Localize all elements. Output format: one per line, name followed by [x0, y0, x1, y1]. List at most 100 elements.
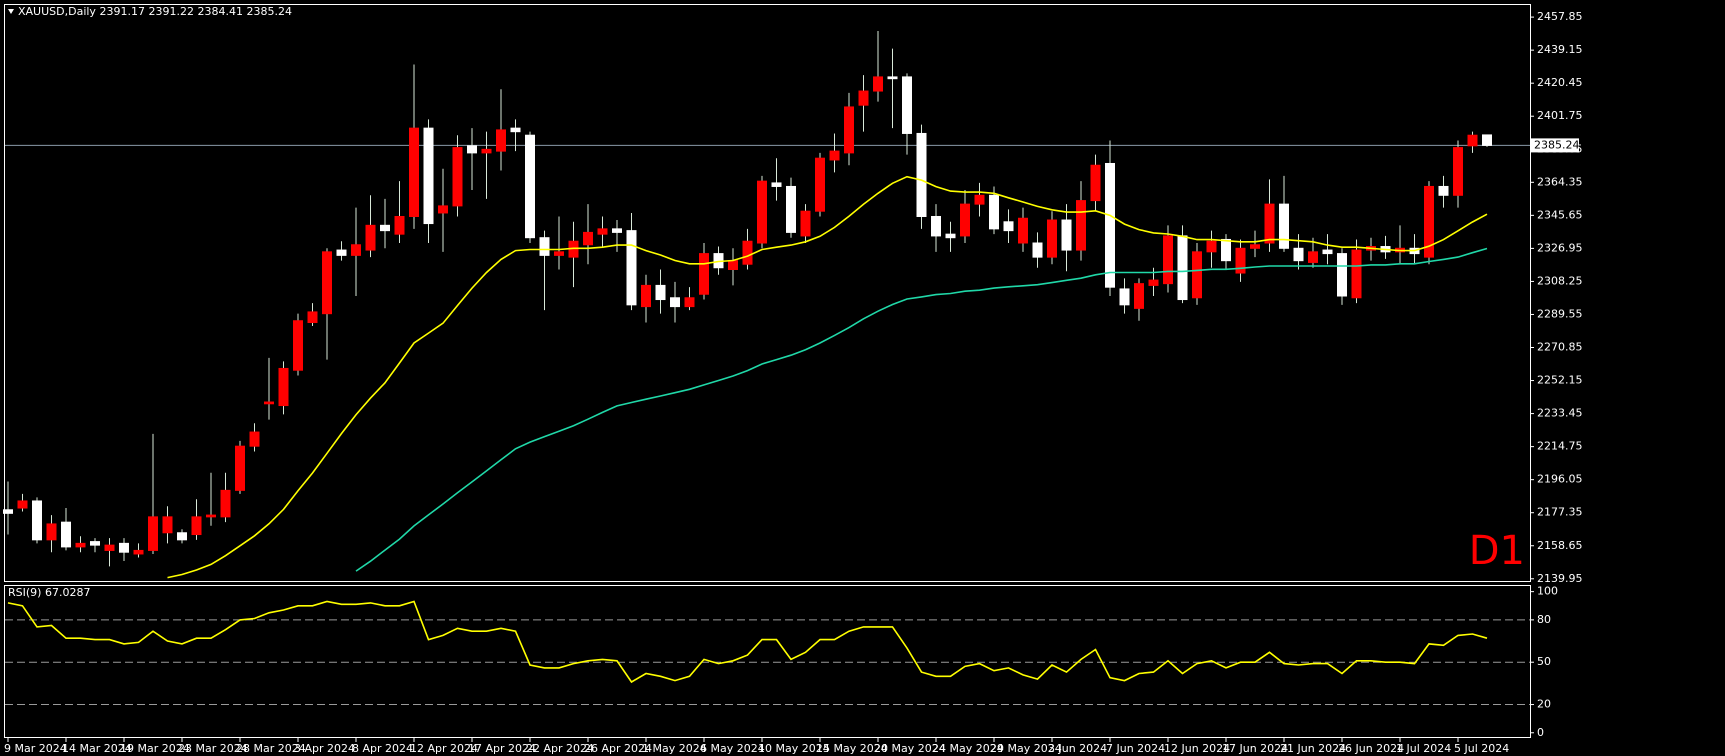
current-price-label: 2385.24 [1534, 138, 1580, 151]
candle-body [699, 253, 709, 295]
x-tick-label: 17 Jun 2024 [1222, 742, 1288, 755]
candle-body [742, 240, 753, 265]
indicator-header: RSI(9) 67.0287 [8, 586, 90, 599]
candle-body [3, 509, 13, 514]
candle-body [206, 514, 216, 518]
candle-body [264, 401, 274, 405]
candle-body [1177, 235, 1188, 301]
candle-body [1032, 242, 1043, 258]
candle-body [1337, 253, 1347, 297]
candle-body [162, 516, 173, 534]
x-tick-label: 5 Jul 2024 [1454, 742, 1509, 755]
candle-body [1003, 221, 1014, 232]
y-tick-label: 2196.05 [1537, 473, 1583, 486]
candle-body [670, 297, 680, 308]
candle-body [75, 542, 86, 548]
indicator-y-tick-label: 0 [1537, 726, 1544, 739]
candle-body [249, 431, 260, 447]
candle-body [960, 203, 970, 237]
candle-body [119, 542, 129, 553]
candle-body [902, 76, 912, 134]
y-tick-label: 2214.75 [1537, 440, 1583, 453]
candle-body [612, 228, 622, 233]
candle-body [278, 367, 289, 407]
candle-body [1453, 147, 1463, 196]
candle-body [32, 500, 42, 541]
header-low: 2384.41 [197, 5, 243, 18]
x-tick-label: 1 Jul 2024 [1396, 742, 1451, 755]
x-tick-label: 9 Mar 2024 [4, 742, 67, 755]
x-tick-label: 12 Apr 2024 [410, 742, 478, 755]
x-tick-label: 7 Jun 2024 [1106, 742, 1165, 755]
y-tick-label: 2252.15 [1537, 374, 1583, 387]
x-tick-label: 14 Mar 2024 [62, 742, 132, 755]
candle-body [626, 230, 637, 306]
indicator-line [7, 600, 1488, 684]
candle-body [829, 150, 840, 161]
candle-body [844, 106, 854, 154]
current-price-box [1531, 138, 1579, 153]
candle-body [1279, 203, 1289, 249]
candle-body [786, 185, 796, 233]
timeframe-annotation: D1 [1469, 528, 1525, 574]
x-tick-label: 8 Apr 2024 [352, 742, 413, 755]
candle-body [887, 76, 898, 80]
indicator-panel-frame [4, 585, 1531, 738]
candle-body [336, 249, 347, 256]
x-tick-label: 3 Apr 2024 [294, 742, 355, 755]
candle-body [1235, 247, 1246, 274]
candle-body [293, 320, 303, 371]
indicator-y-tick-label: 50 [1537, 655, 1551, 668]
candle-body [220, 489, 231, 518]
candle-body [133, 549, 144, 555]
candle-body [452, 147, 463, 207]
candle-body [974, 194, 985, 205]
candle-body [873, 76, 883, 92]
candle-body [365, 224, 376, 251]
y-tick-label: 2233.45 [1537, 407, 1583, 420]
y-tick-label: 2270.85 [1537, 341, 1583, 354]
candle-body [61, 521, 71, 548]
y-tick-label: 2420.45 [1537, 76, 1583, 89]
candle-body [858, 90, 869, 106]
candle-body [1206, 240, 1217, 253]
x-tick-label: 3 Jun 2024 [1048, 742, 1107, 755]
y-tick-label: 2439.15 [1537, 43, 1583, 56]
x-tick-label: 28 Mar 2024 [236, 742, 306, 755]
candle-body [655, 284, 666, 301]
x-tick-label: 17 Apr 2024 [468, 742, 536, 755]
candle-body [800, 210, 811, 237]
chart-title: XAUUSD,Daily [18, 5, 96, 18]
moving-average-line [167, 175, 1488, 579]
candle-body [771, 182, 782, 187]
candle-body [1163, 235, 1173, 285]
candle-body [235, 445, 245, 491]
x-tick-label: 23 Mar 2024 [178, 742, 248, 755]
candle-body [916, 132, 927, 217]
header-close: 2385.24 [246, 5, 292, 18]
indicator-y-tick-label: 80 [1537, 613, 1551, 626]
candle-body [1076, 200, 1086, 251]
y-tick-label: 2401.75 [1537, 109, 1583, 122]
candle-body [1482, 134, 1492, 146]
candle-body [684, 297, 695, 308]
candle-body [1293, 247, 1304, 262]
candle-body [1061, 219, 1072, 251]
candle-body [1221, 238, 1231, 262]
candle-body [1119, 288, 1130, 306]
moving-average-line [355, 247, 1488, 572]
x-tick-label: 21 Jun 2024 [1280, 742, 1346, 755]
candle-body [1134, 283, 1144, 309]
x-tick-label: 10 May 2024 [758, 742, 830, 755]
candle-body [423, 127, 434, 225]
candle-body [394, 215, 405, 235]
menu-triangle [8, 9, 14, 14]
candle-body [17, 500, 28, 509]
candle-body [757, 180, 767, 244]
y-tick-label: 2289.55 [1537, 307, 1583, 320]
candle-body [1424, 185, 1434, 258]
candle-body [191, 516, 202, 536]
main-panel-frame [4, 4, 1531, 582]
candle-body [525, 134, 535, 239]
